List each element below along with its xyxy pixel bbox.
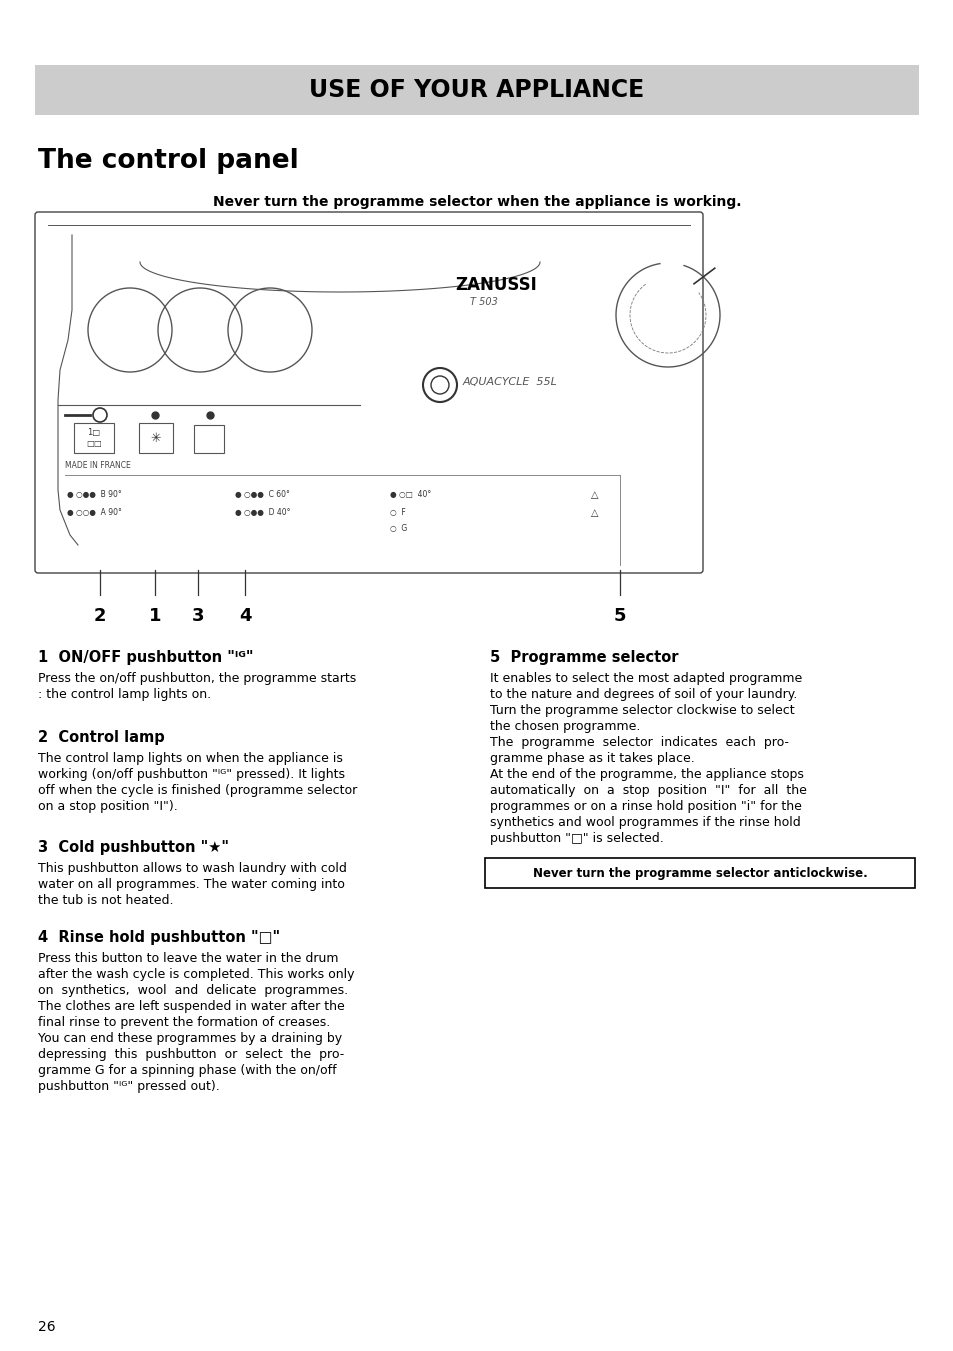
Text: ● ○□  40°: ● ○□ 40° — [390, 490, 431, 500]
Text: gramme G for a spinning phase (with the on/off: gramme G for a spinning phase (with the … — [38, 1065, 336, 1077]
Text: ZANUSSI: ZANUSSI — [455, 276, 537, 295]
Text: 3  Cold pushbutton "★": 3 Cold pushbutton "★" — [38, 840, 229, 855]
Text: It enables to select the most adapted programme: It enables to select the most adapted pr… — [490, 671, 801, 685]
FancyBboxPatch shape — [139, 423, 172, 453]
Text: water on all programmes. The water coming into: water on all programmes. The water comin… — [38, 878, 345, 892]
Text: The clothes are left suspended in water after the: The clothes are left suspended in water … — [38, 1000, 344, 1013]
Text: The control panel: The control panel — [38, 149, 298, 174]
Text: The  programme  selector  indicates  each  pro-: The programme selector indicates each pr… — [490, 736, 788, 748]
Text: 4: 4 — [238, 607, 251, 626]
Bar — [484, 858, 914, 888]
Text: Never turn the programme selector when the appliance is working.: Never turn the programme selector when t… — [213, 195, 740, 209]
Text: ○  G: ○ G — [390, 524, 407, 534]
Text: ● ○○●  A 90°: ● ○○● A 90° — [67, 508, 122, 517]
Text: off when the cycle is finished (programme selector: off when the cycle is finished (programm… — [38, 784, 356, 797]
Text: to the nature and degrees of soil of your laundry.: to the nature and degrees of soil of you… — [490, 688, 797, 701]
Text: gramme phase as it takes place.: gramme phase as it takes place. — [490, 753, 694, 765]
FancyBboxPatch shape — [193, 426, 224, 453]
Text: △: △ — [591, 508, 598, 517]
Text: ✳: ✳ — [151, 431, 161, 444]
Text: MADE IN FRANCE: MADE IN FRANCE — [65, 461, 131, 470]
Text: depressing  this  pushbutton  or  select  the  pro-: depressing this pushbutton or select the… — [38, 1048, 344, 1061]
Text: 1  ON/OFF pushbutton "ᴵᴳ": 1 ON/OFF pushbutton "ᴵᴳ" — [38, 650, 253, 665]
Text: synthetics and wool programmes if the rinse hold: synthetics and wool programmes if the ri… — [490, 816, 800, 830]
Text: ● ○●●  D 40°: ● ○●● D 40° — [234, 508, 291, 517]
Text: final rinse to prevent the formation of creases.: final rinse to prevent the formation of … — [38, 1016, 330, 1029]
Text: 5  Programme selector: 5 Programme selector — [490, 650, 678, 665]
Text: This pushbutton allows to wash laundry with cold: This pushbutton allows to wash laundry w… — [38, 862, 347, 875]
Text: ● ○●●  B 90°: ● ○●● B 90° — [67, 490, 122, 500]
Text: on a stop position "I").: on a stop position "I"). — [38, 800, 177, 813]
Text: pushbutton "ᴵᴳ" pressed out).: pushbutton "ᴵᴳ" pressed out). — [38, 1079, 219, 1093]
FancyBboxPatch shape — [35, 212, 702, 573]
Text: Turn the programme selector clockwise to select: Turn the programme selector clockwise to… — [490, 704, 794, 717]
Text: The control lamp lights on when the appliance is: The control lamp lights on when the appl… — [38, 753, 342, 765]
FancyBboxPatch shape — [74, 423, 113, 453]
Text: the tub is not heated.: the tub is not heated. — [38, 894, 173, 907]
Text: △: △ — [591, 490, 598, 500]
Text: Press the on/off pushbutton, the programme starts: Press the on/off pushbutton, the program… — [38, 671, 355, 685]
Text: pushbutton "□" is selected.: pushbutton "□" is selected. — [490, 832, 663, 844]
Bar — [35, 65, 918, 115]
Text: after the wash cycle is completed. This works only: after the wash cycle is completed. This … — [38, 969, 355, 981]
Text: 2  Control lamp: 2 Control lamp — [38, 730, 165, 744]
Text: 5: 5 — [613, 607, 625, 626]
Text: ● ○●●  C 60°: ● ○●● C 60° — [234, 490, 290, 500]
Text: on  synthetics,  wool  and  delicate  programmes.: on synthetics, wool and delicate program… — [38, 984, 348, 997]
Text: automatically  on  a  stop  position  "I"  for  all  the: automatically on a stop position "I" for… — [490, 784, 806, 797]
Text: programmes or on a rinse hold position "i" for the: programmes or on a rinse hold position "… — [490, 800, 801, 813]
Text: 2: 2 — [93, 607, 106, 626]
Text: working (on/off pushbutton "ᴵᴳ" pressed). It lights: working (on/off pushbutton "ᴵᴳ" pressed)… — [38, 767, 345, 781]
Text: AQUACYCLE  55L: AQUACYCLE 55L — [462, 377, 558, 386]
Text: : the control lamp lights on.: : the control lamp lights on. — [38, 688, 211, 701]
Text: the chosen programme.: the chosen programme. — [490, 720, 639, 734]
Text: At the end of the programme, the appliance stops: At the end of the programme, the applian… — [490, 767, 803, 781]
Text: You can end these programmes by a draining by: You can end these programmes by a draini… — [38, 1032, 342, 1046]
Text: 1: 1 — [149, 607, 161, 626]
Text: 1□
□□: 1□ □□ — [86, 428, 102, 447]
Text: Press this button to leave the water in the drum: Press this button to leave the water in … — [38, 952, 338, 965]
Text: 3: 3 — [192, 607, 204, 626]
Text: ○  F: ○ F — [390, 508, 405, 517]
Text: Never turn the programme selector anticlockwise.: Never turn the programme selector anticl… — [532, 866, 866, 880]
Text: T 503: T 503 — [470, 297, 497, 307]
Text: USE OF YOUR APPLIANCE: USE OF YOUR APPLIANCE — [309, 78, 644, 101]
Text: 4  Rinse hold pushbutton "□": 4 Rinse hold pushbutton "□" — [38, 929, 280, 944]
Text: 26: 26 — [38, 1320, 55, 1333]
